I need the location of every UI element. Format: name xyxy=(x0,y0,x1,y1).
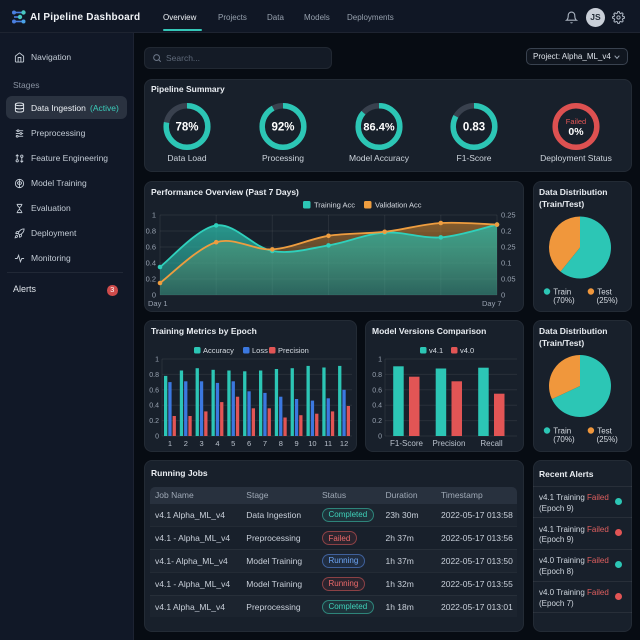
svg-text:0.2: 0.2 xyxy=(372,418,382,425)
svg-text:Precision: Precision xyxy=(433,439,466,448)
svg-text:0.2: 0.2 xyxy=(501,227,511,236)
svg-text:v4.0: v4.0 xyxy=(460,346,474,355)
svg-text:0.25: 0.25 xyxy=(501,243,516,252)
svg-text:0.25: 0.25 xyxy=(501,211,516,220)
svg-text:10: 10 xyxy=(308,439,316,448)
svg-text:0%: 0% xyxy=(568,126,584,138)
svg-text:0.1: 0.1 xyxy=(501,259,511,268)
svg-text:(70%): (70%) xyxy=(553,435,575,444)
svg-text:1: 1 xyxy=(152,211,156,220)
svg-text:4: 4 xyxy=(215,439,219,448)
svg-text:0: 0 xyxy=(378,434,382,441)
svg-text:Train: Train xyxy=(553,287,571,296)
svg-text:0: 0 xyxy=(152,291,156,300)
svg-text:0.6: 0.6 xyxy=(146,243,156,252)
svg-text:Test: Test xyxy=(597,287,612,296)
svg-text:Loss: Loss xyxy=(252,346,268,355)
svg-text:0.05: 0.05 xyxy=(501,275,516,284)
svg-text:7: 7 xyxy=(263,439,267,448)
svg-text:Failed: Failed xyxy=(566,117,586,126)
svg-text:0.8: 0.8 xyxy=(149,372,159,379)
svg-text:8: 8 xyxy=(279,439,283,448)
svg-text:1: 1 xyxy=(378,357,382,364)
svg-text:1: 1 xyxy=(155,357,159,364)
svg-text:0.6: 0.6 xyxy=(372,387,382,394)
svg-text:0.8: 0.8 xyxy=(146,227,156,236)
svg-text:0.4: 0.4 xyxy=(146,259,156,268)
svg-text:6: 6 xyxy=(247,439,251,448)
svg-text:1: 1 xyxy=(168,439,172,448)
svg-text:9: 9 xyxy=(295,439,299,448)
svg-text:Accuracy: Accuracy xyxy=(203,346,234,355)
svg-text:Test: Test xyxy=(597,426,612,435)
svg-text:78%: 78% xyxy=(175,122,198,134)
svg-text:Day 7: Day 7 xyxy=(482,299,502,308)
svg-text:0.8: 0.8 xyxy=(372,372,382,379)
svg-text:v4.1: v4.1 xyxy=(429,346,443,355)
svg-text:0.4: 0.4 xyxy=(372,403,382,410)
svg-text:Day 1: Day 1 xyxy=(148,299,168,308)
svg-text:0.2: 0.2 xyxy=(146,275,156,284)
svg-text:3: 3 xyxy=(200,439,204,448)
svg-text:0.2: 0.2 xyxy=(149,418,159,425)
svg-text:2: 2 xyxy=(184,439,188,448)
svg-text:F1-Score: F1-Score xyxy=(390,439,423,448)
svg-text:0: 0 xyxy=(155,434,159,441)
svg-text:(25%): (25%) xyxy=(597,296,619,305)
svg-text:0: 0 xyxy=(501,291,505,300)
svg-text:0.6: 0.6 xyxy=(149,387,159,394)
svg-text:11: 11 xyxy=(324,439,332,448)
svg-text:5: 5 xyxy=(231,439,235,448)
svg-text:(25%): (25%) xyxy=(597,435,619,444)
svg-text:92%: 92% xyxy=(271,122,294,134)
svg-text:(70%): (70%) xyxy=(553,296,575,305)
svg-text:Validation Acc: Validation Acc xyxy=(375,201,422,210)
svg-text:0.83: 0.83 xyxy=(463,122,485,134)
svg-text:12: 12 xyxy=(340,439,348,448)
svg-text:Training Acc: Training Acc xyxy=(314,201,355,210)
svg-text:Precision: Precision xyxy=(278,346,309,355)
svg-text:Recall: Recall xyxy=(480,439,502,448)
svg-text:86.4%: 86.4% xyxy=(363,122,394,134)
svg-text:0.4: 0.4 xyxy=(149,403,159,410)
svg-text:Train: Train xyxy=(553,426,571,435)
